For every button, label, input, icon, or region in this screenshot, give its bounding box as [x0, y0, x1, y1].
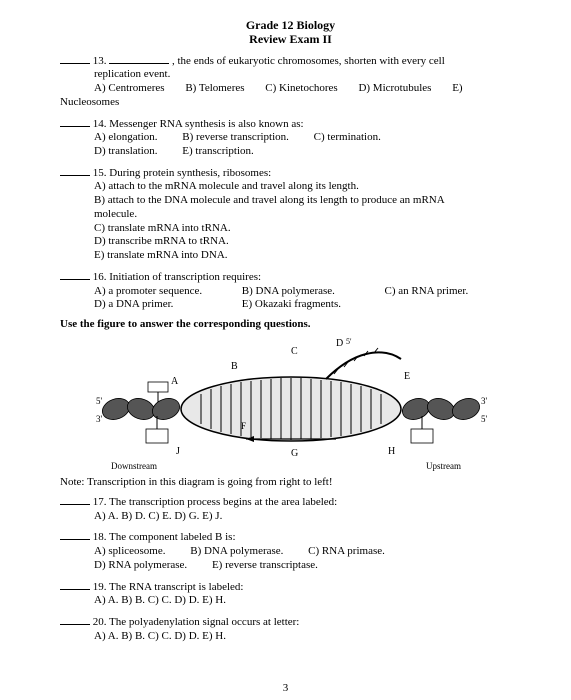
label-g: G [291, 448, 298, 459]
q-number: 13. [93, 55, 107, 67]
opt-c: C) termination. [314, 131, 381, 143]
label-h: H [388, 446, 395, 457]
q20-opts: A) A. B) B. C) C. D) D. E) H. [94, 630, 226, 642]
question-13: 13. , the ends of eukaryotic chromosomes… [60, 53, 521, 110]
q-stem: 17. The transcription process begins at … [93, 496, 337, 508]
answer-blank [60, 529, 90, 540]
page-title: Grade 12 Biology [60, 18, 521, 32]
q-text-2: replication event. [94, 68, 170, 80]
opt-e: E) Okazaki fragments. [242, 298, 341, 310]
opt-a: A) a promoter sequence. [94, 285, 239, 299]
exam-page: Grade 12 Biology Review Exam II 13. , th… [0, 0, 571, 700]
answer-blank [60, 165, 90, 176]
opt-d: D) transcribe mRNA to tRNA. [94, 235, 229, 247]
answer-blank [60, 269, 90, 280]
question-16: 16. Initiation of transcription requires… [60, 269, 521, 312]
opt-e: E) translate mRNA into DNA. [94, 249, 228, 261]
fill-blank [109, 53, 169, 64]
opt-d: D) Microtubules [358, 82, 431, 94]
opt-d: D) a DNA primer. [94, 298, 239, 312]
q18-row1: A) spliceosome. B) DNA polymerase. C) RN… [94, 545, 407, 557]
question-17: 17. The transcription process begins at … [60, 494, 521, 523]
label-3r: 3' [481, 396, 488, 406]
opt-c: C) translate mRNA into tRNA. [94, 222, 231, 234]
label-d: D [336, 338, 343, 349]
label-up: Upstream [426, 461, 461, 471]
answer-blank [60, 494, 90, 505]
opt-e: E) reverse transcriptase. [212, 559, 318, 571]
q-stem: 15. During protein synthesis, ribosomes: [93, 167, 271, 179]
figure-caption: Use the figure to answer the correspondi… [60, 318, 521, 330]
question-15: 15. During protein synthesis, ribosomes:… [60, 165, 521, 263]
opt-b2: molecule. [94, 208, 137, 220]
label-e: E [404, 371, 410, 382]
opt-c: C) Kinetochores [265, 82, 337, 94]
dna-diagram: A B C D E F G H J DNA 5' 3' 3' 5' 5' Dow… [86, 334, 496, 474]
opt-a: A) spliceosome. [94, 545, 165, 557]
q16-row1: A) a promoter sequence. B) DNA polymeras… [94, 285, 468, 297]
question-18: 18. The component labeled B is: A) splic… [60, 529, 521, 572]
transcription-figure: A B C D E F G H J DNA 5' 3' 3' 5' 5' Dow… [86, 334, 496, 474]
label-3l: 3' [96, 414, 103, 424]
opt-b: B) DNA polymerase. [242, 285, 382, 299]
question-14: 14. Messenger RNA synthesis is also know… [60, 116, 521, 159]
opt-e: E) transcription. [182, 145, 253, 157]
answer-blank [60, 116, 90, 127]
label-f: F [241, 421, 246, 431]
q17-opts: A) A. B) D. C) E. D) G. E) J. [94, 510, 222, 522]
q-stem: 14. Messenger RNA synthesis is also know… [93, 118, 304, 130]
opt-a: A) attach to the mRNA molecule and trave… [94, 180, 359, 192]
answer-blank [60, 614, 90, 625]
q-stem: 16. Initiation of transcription requires… [93, 271, 261, 283]
label-j: J [176, 446, 180, 457]
answer-blank [60, 579, 90, 590]
opt-b: B) Telomeres [185, 82, 244, 94]
opt-d: D) RNA polymerase. [94, 559, 187, 571]
page-number: 3 [0, 682, 571, 694]
label-down: Downstream [111, 461, 157, 471]
opt-c: C) RNA primase. [308, 545, 385, 557]
q-text: , the ends of eukaryotic chromosomes, sh… [172, 55, 445, 67]
label-b: B [231, 361, 238, 372]
page-subtitle: Review Exam II [60, 32, 521, 46]
label-5r: 5' [481, 414, 488, 424]
label-dna: DNA [123, 382, 141, 391]
label-5d: 5' [346, 337, 352, 346]
q-stem: 19. The RNA transcript is labeled: [93, 581, 244, 593]
q-stem: 20. The polyadenylation signal occurs at… [93, 616, 300, 628]
opt-a: A) elongation. [94, 131, 158, 143]
q19-opts: A) A. B) B. C) C. D) D. E) H. [94, 594, 226, 606]
q16-row2: D) a DNA primer. E) Okazaki fragments. [94, 298, 341, 310]
opt-d: D) translation. [94, 145, 158, 157]
answer-blank [60, 53, 90, 64]
q13-options: A) Centromeres B) Telomeres C) Kinetocho… [60, 82, 463, 108]
opt-b: B) attach to the DNA molecule and travel… [94, 194, 445, 206]
figure-note: Note: Transcription in this diagram is g… [60, 476, 521, 488]
opt-b: B) DNA polymerase. [190, 545, 283, 557]
q-stem: 18. The component labeled B is: [93, 531, 236, 543]
q14-row1: A) elongation. B) reverse transcription.… [94, 131, 403, 143]
question-19: 19. The RNA transcript is labeled: A) A.… [60, 579, 521, 608]
label-c: C [291, 346, 298, 357]
opt-b: B) reverse transcription. [182, 131, 289, 143]
opt-c: C) an RNA primer. [385, 285, 469, 297]
label-a: A [171, 376, 179, 387]
q14-row2: D) translation. E) transcription. [94, 145, 276, 157]
q18-row2: D) RNA polymerase. E) reverse transcript… [94, 559, 340, 571]
label-5l: 5' [96, 396, 103, 406]
question-20: 20. The polyadenylation signal occurs at… [60, 614, 521, 643]
opt-a: A) Centromeres [94, 82, 165, 94]
